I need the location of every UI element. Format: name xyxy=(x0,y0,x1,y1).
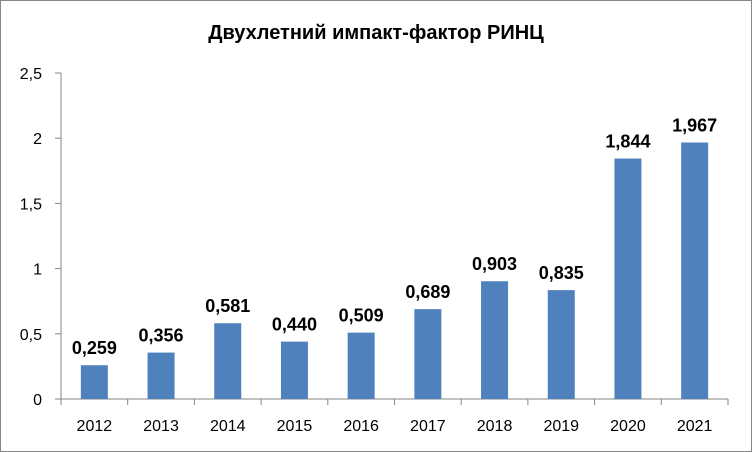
data-label: 0,689 xyxy=(405,282,450,302)
bar xyxy=(280,341,308,399)
bar xyxy=(147,352,175,399)
bar xyxy=(681,142,709,399)
x-tick-label: 2014 xyxy=(210,418,246,435)
data-label: 1,967 xyxy=(672,116,717,136)
bar xyxy=(214,323,242,399)
y-tick-label: 0 xyxy=(33,392,42,409)
bar xyxy=(547,290,575,399)
y-tick-label: 1,5 xyxy=(20,196,42,213)
data-label: 0,356 xyxy=(139,326,184,346)
x-tick-label: 2015 xyxy=(277,418,313,435)
bar xyxy=(481,281,509,399)
chart-title: Двухлетний импакт-фактор РИНЦ xyxy=(208,22,544,44)
y-tick-label: 1 xyxy=(33,262,42,279)
data-label: 0,903 xyxy=(472,254,517,274)
y-tick-label: 0,5 xyxy=(20,327,42,344)
x-tick-label: 2019 xyxy=(543,418,579,435)
bar xyxy=(614,158,642,399)
x-tick-label: 2016 xyxy=(343,418,379,435)
x-tick-label: 2017 xyxy=(410,418,446,435)
x-tick-label: 2018 xyxy=(477,418,513,435)
bar xyxy=(80,365,108,399)
data-label: 1,844 xyxy=(605,132,650,152)
bar xyxy=(414,309,442,399)
data-label: 0,259 xyxy=(72,338,117,358)
x-tick-label: 2013 xyxy=(143,418,179,435)
data-label: 0,581 xyxy=(205,296,250,316)
y-tick-label: 2 xyxy=(33,131,42,148)
x-tick-label: 2012 xyxy=(77,418,113,435)
x-tick-label: 2020 xyxy=(610,418,646,435)
data-label: 0,835 xyxy=(539,263,584,283)
y-tick-label: 2,5 xyxy=(20,66,42,83)
data-label: 0,440 xyxy=(272,315,317,335)
bar xyxy=(347,332,375,399)
data-label: 0,509 xyxy=(339,306,384,326)
x-tick-label: 2021 xyxy=(677,418,713,435)
